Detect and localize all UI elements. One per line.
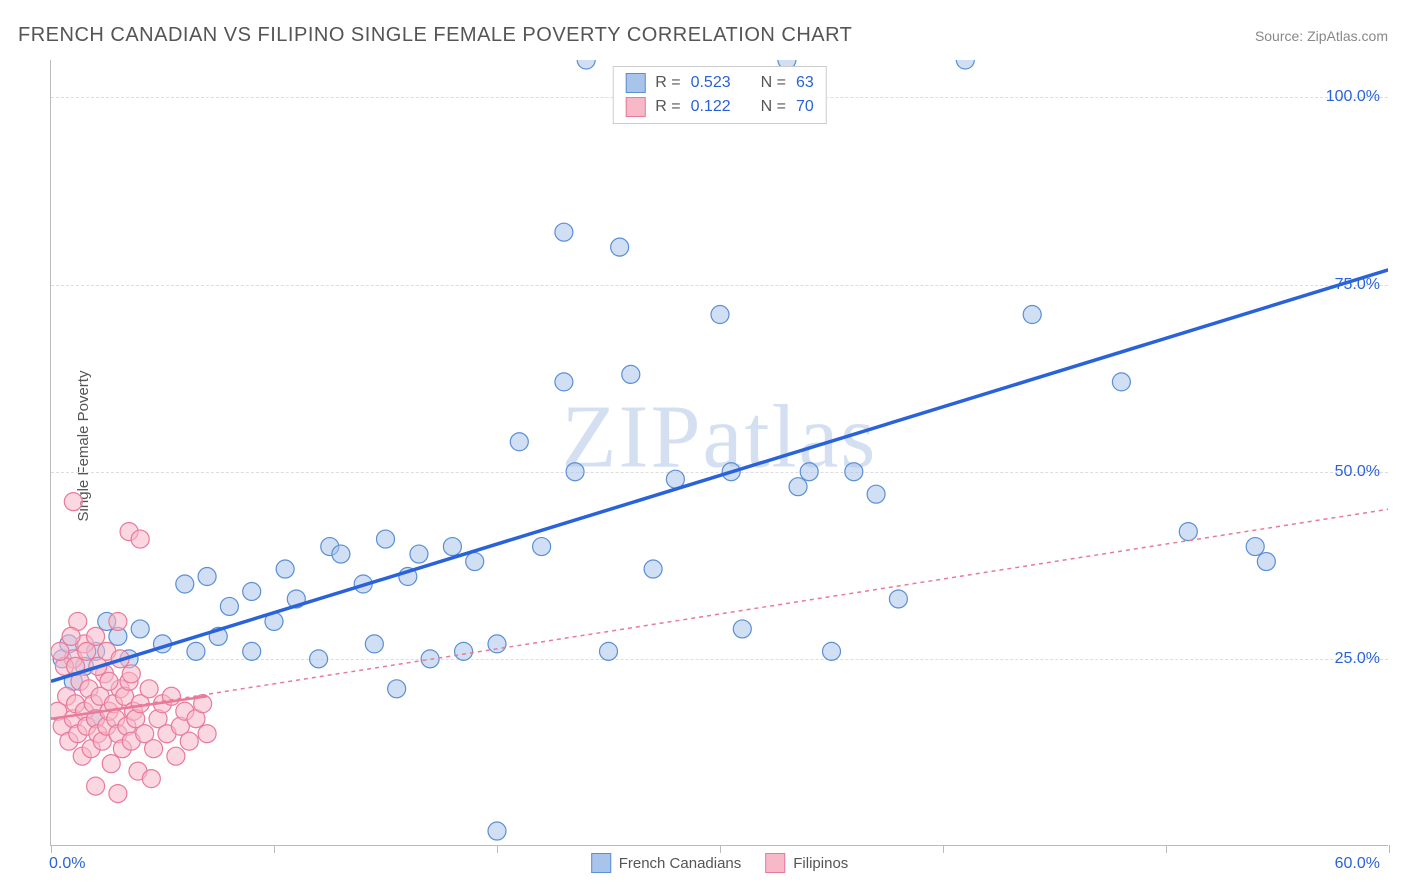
- scatter-point: [533, 538, 551, 556]
- chart-title: FRENCH CANADIAN VS FILIPINO SINGLE FEMAL…: [18, 24, 852, 47]
- scatter-point: [555, 223, 573, 241]
- n-label: N =: [761, 98, 786, 116]
- source-attribution: Source: ZipAtlas.com: [1255, 28, 1388, 44]
- scatter-point: [455, 642, 473, 660]
- scatter-point: [644, 560, 662, 578]
- scatter-point: [1179, 523, 1197, 541]
- scatter-point: [109, 612, 127, 630]
- x-tick: [1389, 845, 1390, 853]
- plot-area: ZIPatlas 25.0%50.0%75.0%100.0% R =0.523N…: [50, 60, 1388, 846]
- scatter-point: [733, 620, 751, 638]
- correlation-legend: R = 0.523 N = 63 R = 0.122 N = 70: [612, 66, 827, 124]
- scatter-point: [800, 463, 818, 481]
- series-legend: French Canadians Filipinos: [591, 853, 849, 873]
- n-value: 70: [796, 98, 814, 116]
- scatter-point: [823, 642, 841, 660]
- scatter-point: [62, 627, 80, 645]
- scatter-point: [332, 545, 350, 563]
- x-tick: [497, 845, 498, 853]
- scatter-point: [64, 493, 82, 511]
- title-bar: FRENCH CANADIAN VS FILIPINO SINGLE FEMAL…: [18, 24, 1388, 47]
- scatter-point: [600, 642, 618, 660]
- legend-swatch: [625, 73, 645, 93]
- scatter-point: [198, 568, 216, 586]
- n-label: N =: [761, 74, 786, 92]
- scatter-point: [410, 545, 428, 563]
- scatter-point: [145, 740, 163, 758]
- scatter-point: [711, 306, 729, 324]
- scatter-point: [51, 642, 69, 660]
- scatter-point: [1023, 306, 1041, 324]
- scatter-point: [365, 635, 383, 653]
- r-value: 0.523: [691, 74, 731, 92]
- scatter-point: [388, 680, 406, 698]
- scatter-point: [180, 732, 198, 750]
- scatter-point: [377, 530, 395, 548]
- x-axis-max-label: 60.0%: [1335, 855, 1380, 873]
- x-tick: [274, 845, 275, 853]
- legend-swatch: [625, 97, 645, 117]
- scatter-point: [622, 365, 640, 383]
- scatter-point: [611, 238, 629, 256]
- x-tick: [943, 845, 944, 853]
- legend-label: Filipinos: [793, 855, 848, 872]
- r-label: R =: [655, 98, 680, 116]
- scatter-point: [510, 433, 528, 451]
- scatter-point: [187, 642, 205, 660]
- scatter-point: [310, 650, 328, 668]
- scatter-point: [488, 822, 506, 840]
- scatter-point: [176, 575, 194, 593]
- scatter-point: [1257, 553, 1275, 571]
- scatter-point: [220, 597, 238, 615]
- scatter-point: [845, 463, 863, 481]
- scatter-point: [243, 642, 261, 660]
- scatter-point: [142, 770, 160, 788]
- scatter-point: [198, 725, 216, 743]
- scatter-point: [488, 635, 506, 653]
- scatter-point: [131, 530, 149, 548]
- scatter-point: [956, 60, 974, 69]
- legend-row: R = 0.523 N = 63: [625, 71, 814, 95]
- x-tick: [51, 845, 52, 853]
- x-tick: [720, 845, 721, 853]
- scatter-point: [140, 680, 158, 698]
- scatter-point: [87, 777, 105, 795]
- n-value: 63: [796, 74, 814, 92]
- scatter-point: [276, 560, 294, 578]
- scatter-svg-layer: [51, 60, 1388, 845]
- scatter-point: [1112, 373, 1130, 391]
- scatter-point: [243, 582, 261, 600]
- scatter-point: [555, 373, 573, 391]
- scatter-point: [443, 538, 461, 556]
- x-tick: [1166, 845, 1167, 853]
- scatter-point: [131, 620, 149, 638]
- legend-swatch: [591, 853, 611, 873]
- scatter-point: [122, 665, 140, 683]
- legend-swatch: [765, 853, 785, 873]
- scatter-point: [889, 590, 907, 608]
- scatter-point: [1246, 538, 1264, 556]
- scatter-point: [789, 478, 807, 496]
- scatter-point: [577, 60, 595, 69]
- chart-container: FRENCH CANADIAN VS FILIPINO SINGLE FEMAL…: [0, 0, 1406, 892]
- scatter-point: [109, 785, 127, 803]
- scatter-point: [466, 553, 484, 571]
- legend-item: Filipinos: [765, 853, 848, 873]
- scatter-point: [100, 672, 118, 690]
- scatter-point: [167, 747, 185, 765]
- legend-label: French Canadians: [619, 855, 742, 872]
- legend-item: French Canadians: [591, 853, 742, 873]
- scatter-point: [102, 755, 120, 773]
- scatter-point: [78, 642, 96, 660]
- r-value: 0.122: [691, 98, 731, 116]
- trend-line: [51, 270, 1388, 682]
- scatter-point: [867, 485, 885, 503]
- legend-row: R = 0.122 N = 70: [625, 95, 814, 119]
- scatter-point: [566, 463, 584, 481]
- x-axis-min-label: 0.0%: [49, 855, 85, 873]
- r-label: R =: [655, 74, 680, 92]
- scatter-point: [421, 650, 439, 668]
